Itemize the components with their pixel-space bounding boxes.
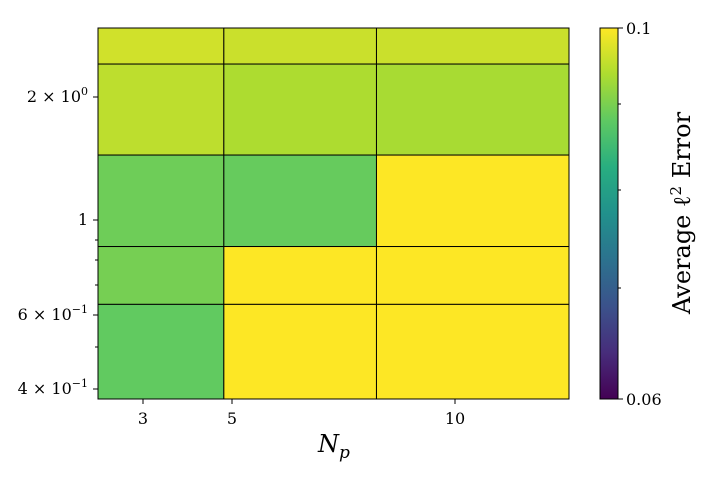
heatmap-cell <box>97 246 225 305</box>
x-tick-label: 3 <box>138 409 148 428</box>
colorbar-min-label: 0.06 <box>626 390 662 409</box>
plot-area-frame <box>97 27 570 400</box>
colorbar-max-label: 0.1 <box>626 19 651 38</box>
x-axis-label-subscript: p <box>339 443 350 463</box>
heatmap-cells <box>97 27 570 400</box>
heatmap-cell <box>223 303 377 400</box>
heatmap-cell <box>375 303 570 400</box>
heatmap-cell <box>375 27 570 65</box>
heatmap-cell <box>223 154 377 248</box>
x-axis-label: Np <box>317 430 350 463</box>
heatmap-cell <box>375 246 570 305</box>
y-tick-label: 4 × 10−1 <box>18 377 88 398</box>
x-tick-label: 10 <box>445 409 465 428</box>
heatmap-cell <box>223 27 377 65</box>
heatmap-cell <box>97 63 225 156</box>
y-axis: 2 × 100 1 6 × 10−1 4 × 10−1 <box>18 85 98 398</box>
heatmap-cell <box>223 246 377 305</box>
heatmap-cell <box>97 303 225 400</box>
y-tick-label: 6 × 10−1 <box>18 303 88 324</box>
heatmap-cell <box>97 154 225 248</box>
colorbar-gradient <box>599 27 619 400</box>
heatmap-cell <box>375 63 570 156</box>
y-tick-label: 2 × 100 <box>27 85 88 106</box>
heatmap-cell <box>223 63 377 156</box>
colorbar: 0.1 0.06 Average ℓ2 Error <box>599 19 696 409</box>
heatmap-cell <box>97 27 225 65</box>
x-tick-label: 5 <box>227 409 237 428</box>
y-tick-label: 1 <box>78 210 88 229</box>
colorbar-label: Average ℓ2 Error <box>667 111 696 315</box>
x-axis: 3 5 10 Np <box>138 399 465 463</box>
heatmap-cell <box>375 154 570 248</box>
